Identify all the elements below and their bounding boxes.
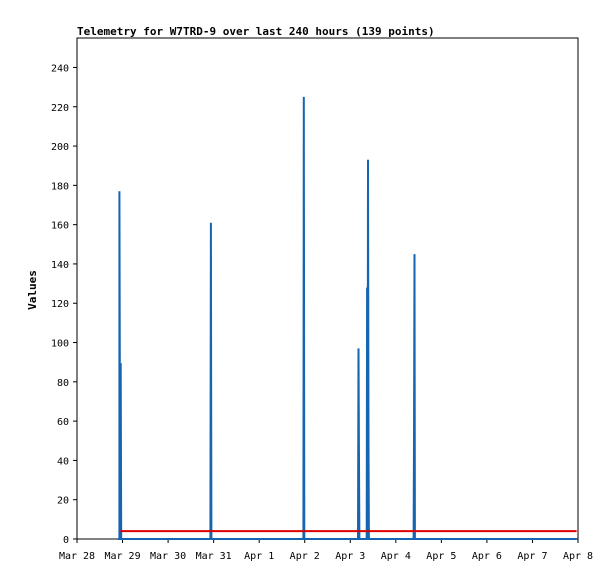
x-tick-label: Apr 3 xyxy=(335,551,365,562)
y-tick-label: 240 xyxy=(51,63,69,74)
x-tick-label: Apr 4 xyxy=(381,551,411,562)
x-tick-label: Apr 6 xyxy=(472,551,502,562)
x-tick-label: Mar 29 xyxy=(104,551,140,562)
y-tick-label: 160 xyxy=(51,221,69,232)
y-tick-label: 140 xyxy=(51,260,69,271)
series-line-1 xyxy=(118,96,577,540)
x-tick-label: Apr 2 xyxy=(290,551,320,562)
x-tick-label: Apr 5 xyxy=(426,551,456,562)
y-tick-label: 0 xyxy=(63,535,69,546)
x-tick-label: Mar 31 xyxy=(196,551,232,562)
y-tick-label: 60 xyxy=(57,417,69,428)
y-tick-label: 200 xyxy=(51,142,69,153)
y-tick-label: 100 xyxy=(51,339,69,350)
y-tick-label: 20 xyxy=(57,496,69,507)
y-tick-label: 180 xyxy=(51,181,69,192)
y-axis: 0 20 40 60 80 100 120 140 160 180 200 220 240 xyxy=(51,63,77,546)
x-tick-label: Mar 30 xyxy=(150,551,186,562)
y-tick-label: 40 xyxy=(57,456,69,467)
chart-title: Telemetry for W7TRD-9 over last 240 hour… xyxy=(77,25,435,38)
series-layer xyxy=(118,96,577,540)
x-axis: Mar 28 Mar 29 Mar 30 Mar 31 Apr 1 Apr 2 Apr 3 A… xyxy=(59,539,593,562)
y-axis-label: Values xyxy=(26,270,39,310)
y-tick-label: 220 xyxy=(51,103,69,114)
x-tick-label: Apr 1 xyxy=(244,551,274,562)
y-tick-label: 80 xyxy=(57,378,69,389)
x-tick-label: Mar 28 xyxy=(59,551,95,562)
plot-area xyxy=(76,37,579,540)
y-tick-label: 120 xyxy=(51,299,69,310)
x-tick-label: Apr 7 xyxy=(517,551,547,562)
x-tick-label: Apr 8 xyxy=(563,551,593,562)
